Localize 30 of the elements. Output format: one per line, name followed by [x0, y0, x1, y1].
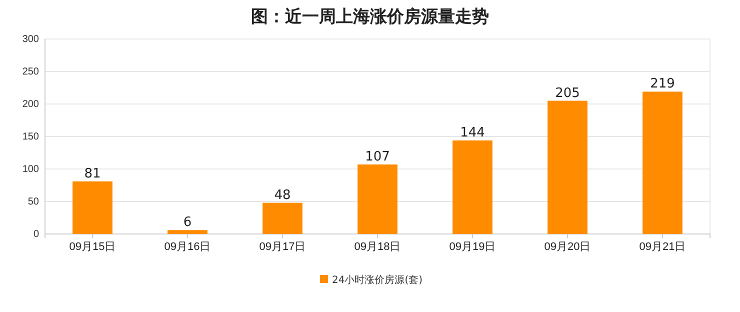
bar: [168, 230, 208, 234]
x-tick-label: 09月16日: [164, 240, 211, 253]
y-tick-label: 50: [28, 196, 40, 208]
data-label: 107: [365, 149, 390, 164]
y-tick-label: 0: [33, 229, 40, 240]
data-label: 48: [274, 188, 291, 203]
legend-label: 24小时涨价房源(套): [332, 274, 423, 286]
y-tick-label: 200: [22, 99, 40, 110]
bar: [358, 164, 398, 234]
x-tick-label: 09月15日: [69, 240, 116, 253]
y-tick-label: 150: [22, 132, 40, 143]
data-label: 205: [555, 86, 580, 101]
x-tick-label: 09月20日: [544, 240, 591, 253]
bar: [452, 140, 492, 234]
bar: [548, 100, 588, 234]
data-label: 81: [84, 166, 101, 182]
bar: [642, 92, 682, 234]
x-tick-label: 09月18日: [354, 240, 401, 253]
data-label: 219: [650, 76, 675, 92]
bar: [72, 181, 112, 234]
x-tick-label: 09月19日: [449, 240, 496, 253]
data-label: 144: [460, 125, 485, 140]
x-tick-label: 09月21日: [639, 240, 686, 253]
x-tick-label: 09月17日: [259, 240, 306, 253]
chart-title: 图：近一周上海涨价房源量走势: [251, 7, 489, 27]
y-tick-label: 300: [22, 34, 40, 46]
data-label: 6: [183, 215, 192, 230]
y-tick-label: 250: [22, 66, 40, 78]
bar: [262, 202, 302, 234]
y-tick-label: 100: [22, 164, 40, 176]
